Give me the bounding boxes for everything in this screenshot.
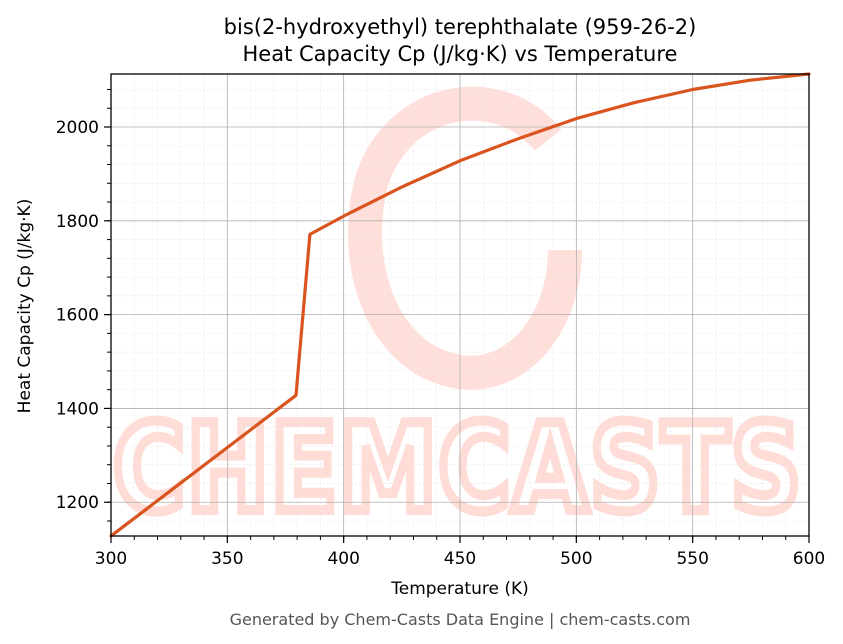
watermark-text: CHEMCASTS <box>113 400 803 539</box>
y-tick-label: 1400 <box>56 399 99 419</box>
x-tick-label: 550 <box>676 549 708 569</box>
y-tick-label: 2000 <box>56 118 99 138</box>
x-tick-label: 350 <box>211 549 243 569</box>
axis-ticks: 300 350 400 450 500 550 600 1200 1400 1600 1800 200… <box>56 88 825 569</box>
y-tick-label: 1600 <box>56 306 99 326</box>
x-tick-label: 300 <box>95 549 127 569</box>
x-tick-label: 400 <box>327 549 359 569</box>
series-layer <box>109 72 811 538</box>
x-tick-label: 500 <box>560 549 592 569</box>
x-tick-label: 600 <box>793 549 825 569</box>
y-tick-label: 1200 <box>56 493 99 513</box>
chart-subtitle: Heat Capacity Cp (J/kg·K) vs Temperature <box>243 42 678 66</box>
x-axis-label: Temperature (K) <box>390 579 529 599</box>
series-line <box>109 72 811 538</box>
x-tick-label: 450 <box>444 549 476 569</box>
y-tick-label: 1800 <box>56 212 99 232</box>
chart-title: bis(2-hydroxyethyl) terephthalate (959-2… <box>224 15 697 39</box>
y-axis-label: Heat Capacity Cp (J/kg·K) <box>15 199 35 414</box>
footer-credit: Generated by Chem-Casts Data Engine | ch… <box>230 610 691 629</box>
